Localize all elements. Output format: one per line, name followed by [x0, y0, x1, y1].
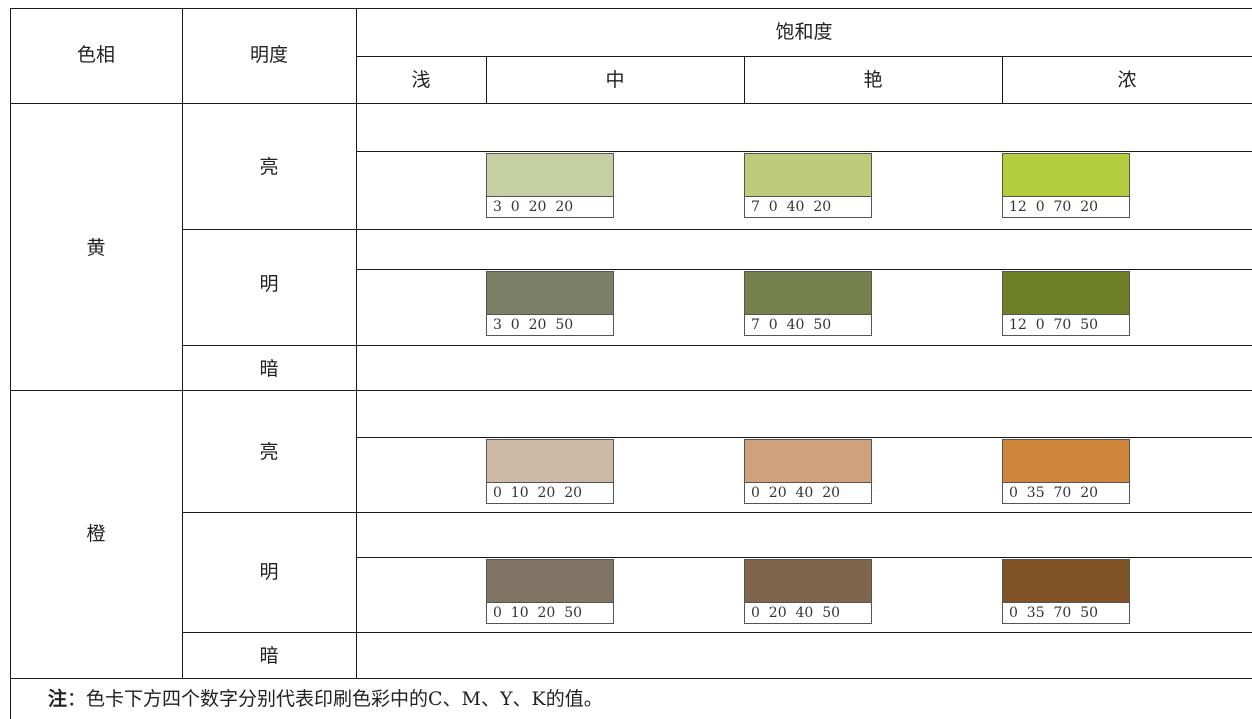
color-swatch: [744, 271, 872, 315]
footnote-prefix: 注: [48, 688, 68, 710]
color-swatch: [744, 153, 872, 197]
header-saturation-deep: 浓: [1117, 69, 1137, 91]
header-brightness: 明度: [249, 44, 288, 66]
cmyk-value: 0 10 20 50: [486, 603, 614, 624]
header-saturation-medium: 中: [605, 69, 625, 91]
brightness-label-yellow-bright: 亮: [259, 156, 279, 178]
brightness-label-orange-bright: 亮: [259, 441, 279, 463]
cmyk-value: 0 35 70 20: [1002, 483, 1130, 504]
cmyk-value: 0 35 70 50: [1002, 603, 1130, 624]
header-hue: 色相: [76, 44, 115, 66]
footnote: 注：色卡下方四个数字分别代表印刷色彩中的C、M、Y、K的值。: [48, 686, 603, 712]
hue-label-orange: 橙: [86, 523, 106, 545]
color-swatch: [1002, 439, 1130, 483]
hue-label-yellow: 黄: [86, 237, 106, 259]
brightness-label-yellow-mid: 明: [259, 273, 279, 295]
color-swatch: [486, 153, 614, 197]
brightness-label-orange-mid: 明: [259, 561, 279, 583]
cmyk-value: 12 0 70 50: [1002, 315, 1130, 336]
header-saturation: 饱和度: [775, 21, 833, 43]
color-swatch: [1002, 271, 1130, 315]
cmyk-value: 0 10 20 20: [486, 483, 614, 504]
header-saturation-light: 浅: [411, 69, 431, 91]
footnote-text: ：色卡下方四个数字分别代表印刷色彩中的C、M、Y、K的值。: [67, 688, 603, 710]
color-swatch: [486, 439, 614, 483]
cmyk-value: 0 20 40 20: [744, 483, 872, 504]
color-swatch: [744, 559, 872, 603]
cmyk-value: 0 20 40 50: [744, 603, 872, 624]
color-swatch: [486, 559, 614, 603]
brightness-label-orange-dark: 暗: [259, 645, 279, 667]
color-swatch: [1002, 559, 1130, 603]
brightness-label-yellow-dark: 暗: [259, 358, 279, 380]
color-swatch: [1002, 153, 1130, 197]
header-saturation-vivid: 艳: [863, 69, 883, 91]
cmyk-value: 3 0 20 20: [486, 197, 614, 218]
cmyk-value: 3 0 20 50: [486, 315, 614, 336]
color-swatch: [744, 439, 872, 483]
cmyk-value: 12 0 70 20: [1002, 197, 1130, 218]
cmyk-value: 7 0 40 20: [744, 197, 872, 218]
cmyk-value: 7 0 40 50: [744, 315, 872, 336]
color-swatch: [486, 271, 614, 315]
